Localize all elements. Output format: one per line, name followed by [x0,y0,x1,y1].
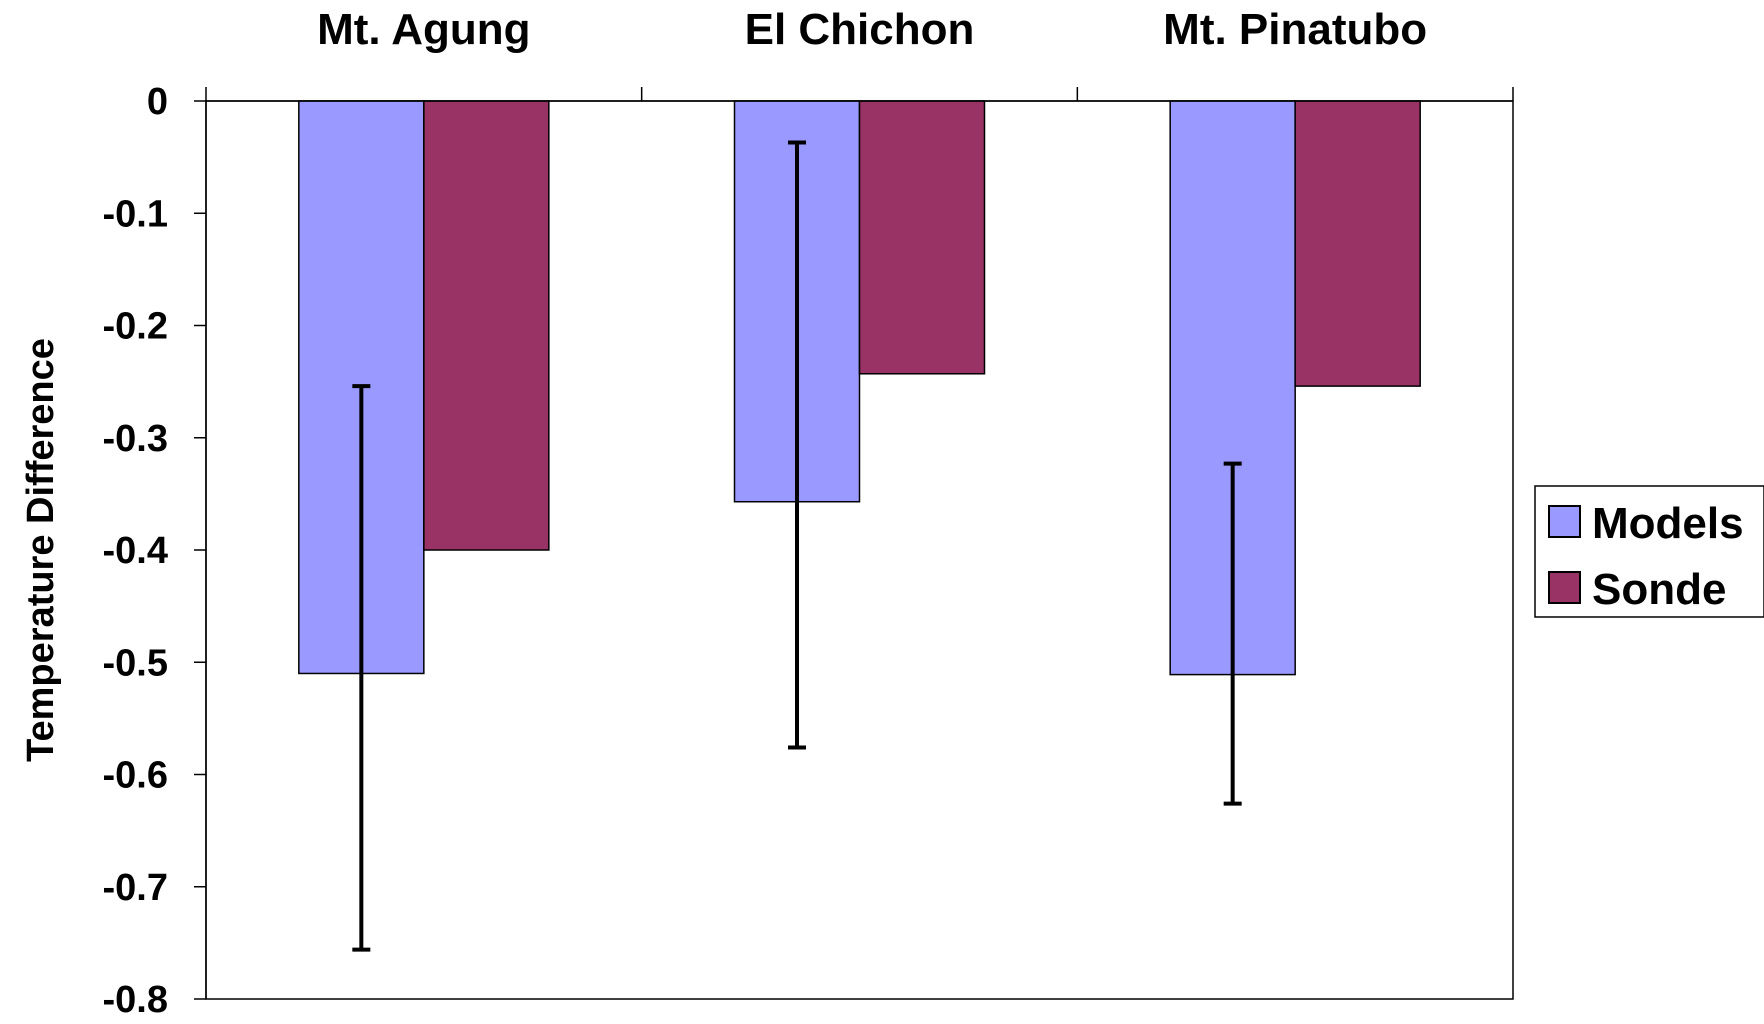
bars-layer [298,100,1421,676]
y-tick-label: -0.1 [103,193,168,235]
category-label: Mt. Agung [317,5,530,54]
y-axis: 0 -0.1 -0.2 -0.3 -0.4 -0.5 -0.6 -0.7 -0.8 [103,81,207,1021]
legend-label-models: Models [1592,499,1744,548]
bar-sonde [1294,100,1421,387]
legend: Models Sonde [1534,485,1764,618]
y-tick-label: -0.8 [103,979,168,1019]
y-axis-title: Temperature Difference [20,338,62,762]
category-axis: Mt. Agung El Chichon Mt. Pinatubo [205,5,1514,102]
y-tick-label: -0.5 [103,642,168,684]
category-label: El Chichon [745,5,975,54]
y-tick-label: -0.2 [103,306,168,348]
y-tick-label: -0.7 [103,867,168,909]
legend-swatch-sonde [1548,571,1581,604]
legend-swatch-models [1548,505,1581,538]
y-tick-label: -0.3 [103,418,168,460]
bar-sonde [423,100,550,551]
y-tick-label: -0.4 [103,530,168,572]
category-label: Mt. Pinatubo [1163,5,1427,54]
y-tick-label: 0 [147,81,168,123]
legend-label-sonde: Sonde [1592,565,1726,614]
error-bars-layer [352,140,1242,952]
y-tick-label: -0.6 [103,755,168,797]
bar-sonde [858,100,986,375]
